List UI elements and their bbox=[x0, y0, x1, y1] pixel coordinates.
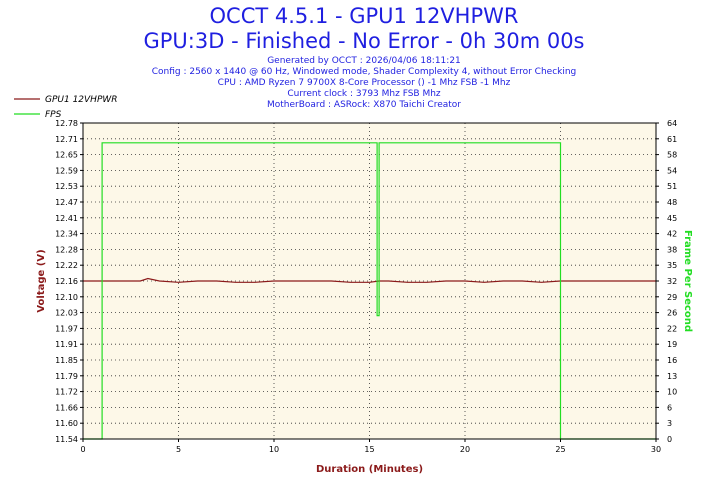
info-clock: Current clock : 3793 Mhz FSB Mhz bbox=[287, 89, 441, 99]
y2-tick-label: 58 bbox=[667, 151, 677, 160]
y-tick-label: 12.03 bbox=[55, 309, 78, 318]
series-group bbox=[83, 142, 656, 440]
y-tick-label: 11.85 bbox=[55, 356, 78, 365]
x-tick-label: 5 bbox=[176, 445, 181, 454]
info-config: Config : 2560 x 1440 @ 60 Hz, Windowed m… bbox=[151, 67, 577, 77]
y2-tick-label: 35 bbox=[667, 261, 677, 270]
y2-axis-label: Frame Per Second bbox=[682, 230, 693, 332]
series-line-voltage bbox=[83, 277, 656, 283]
y-tick-label: 12.22 bbox=[55, 261, 78, 270]
x-tick-label: 0 bbox=[80, 445, 85, 454]
y-tick-label: 12.59 bbox=[55, 166, 78, 175]
y2-tick-label: 51 bbox=[667, 182, 677, 191]
y2-tick-label: 48 bbox=[667, 198, 677, 207]
y2-tick-label: 38 bbox=[667, 245, 677, 254]
y2-tick-label: 22 bbox=[667, 324, 677, 333]
y2-tick-label: 10 bbox=[667, 388, 677, 397]
legend-label-voltage: GPU1 12VHPWR bbox=[45, 95, 118, 105]
y2-tick-label: 16 bbox=[667, 356, 677, 365]
series-line-fps bbox=[83, 142, 656, 440]
y-tick-label: 11.54 bbox=[55, 435, 78, 444]
y2-tick-label: 3 bbox=[667, 419, 672, 428]
y-tick-label: 11.60 bbox=[55, 419, 78, 428]
y-tick-label: 11.66 bbox=[55, 403, 78, 412]
y2-tick-label: 32 bbox=[667, 277, 677, 286]
y-tick-label: 12.34 bbox=[55, 230, 78, 239]
x-tick-label: 20 bbox=[460, 445, 470, 454]
y-axis-label: Voltage (V) bbox=[36, 249, 47, 312]
chart-subtitle: GPU:3D - Finished - No Error - 0h 30m 00… bbox=[143, 29, 585, 53]
y2-tick-label: 42 bbox=[667, 230, 677, 239]
x-tick-label: 10 bbox=[269, 445, 279, 454]
y2-tick-label: 61 bbox=[667, 135, 677, 144]
info-generated: Generated by OCCT : 2026/04/06 18:11:21 bbox=[267, 56, 461, 66]
y2-tick-label: 64 bbox=[667, 119, 677, 128]
legend-label-fps: FPS bbox=[45, 110, 62, 120]
x-tick-label: 30 bbox=[651, 445, 661, 454]
y-tick-label: 11.72 bbox=[55, 388, 78, 397]
legend: GPU1 12VHPWR FPS bbox=[14, 95, 118, 120]
plot-frame bbox=[82, 122, 657, 440]
y-tick-label: 11.79 bbox=[55, 372, 78, 381]
y2-tick-label: 26 bbox=[667, 309, 677, 318]
y-tick-label: 12.41 bbox=[55, 214, 78, 223]
x-tick-label: 15 bbox=[364, 445, 374, 454]
y2-tick-label: 19 bbox=[667, 340, 677, 349]
y-tick-label: 12.65 bbox=[55, 151, 78, 160]
x-tick-label: 25 bbox=[555, 445, 565, 454]
y2-tick-label: 45 bbox=[667, 214, 677, 223]
x-axis-ticks: 0 5 10 15 20 25 30 bbox=[80, 439, 661, 454]
y-tick-label: 12.28 bbox=[55, 245, 78, 254]
left-axis-ticks: 11.54 11.60 11.66 11.72 11.79 11.85 11.91 11.97… bbox=[55, 119, 83, 444]
chart-title: OCCT 4.5.1 - GPU1 12VHPWR bbox=[209, 4, 519, 28]
y-tick-label: 12.78 bbox=[55, 119, 78, 128]
y-tick-label: 12.71 bbox=[55, 135, 78, 144]
info-motherboard: MotherBoard : ASRock: X870 Taichi Creato… bbox=[266, 100, 462, 110]
y2-tick-label: 0 bbox=[667, 435, 672, 444]
y-tick-label: 11.91 bbox=[55, 340, 78, 349]
y2-tick-label: 13 bbox=[667, 372, 677, 381]
y-tick-label: 11.97 bbox=[55, 324, 78, 333]
info-cpu: CPU : AMD Ryzen 7 9700X 8-Core Processor… bbox=[217, 78, 511, 88]
y-tick-label: 12.16 bbox=[55, 277, 78, 286]
y2-tick-label: 6 bbox=[667, 403, 672, 412]
y-tick-label: 12.10 bbox=[55, 293, 78, 302]
right-axis-ticks: 0 3 6 10 13 16 19 22 26 29 32 35 38 42 45 48 51 54 58 61 64 bbox=[656, 119, 677, 444]
y-tick-label: 12.47 bbox=[55, 198, 78, 207]
y2-tick-label: 54 bbox=[667, 166, 677, 175]
x-axis-label: Duration (Minutes) bbox=[316, 464, 423, 475]
y-tick-label: 12.53 bbox=[55, 182, 78, 191]
y2-tick-label: 29 bbox=[667, 293, 677, 302]
